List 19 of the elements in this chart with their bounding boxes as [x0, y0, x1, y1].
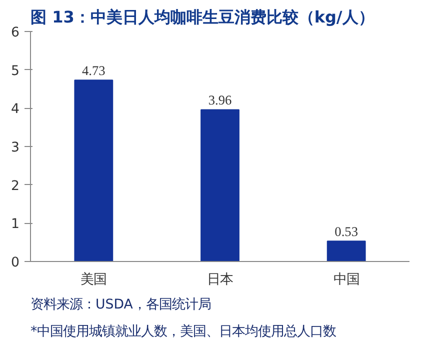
- y-tick-label: 1: [11, 217, 20, 232]
- data-label: 4.73: [82, 63, 106, 78]
- bar: [326, 240, 366, 262]
- y-tick-label: 2: [11, 178, 20, 194]
- y-tick-label: 5: [11, 64, 20, 79]
- x-tick-label: 中国: [333, 272, 360, 288]
- y-tick-label: 4: [11, 102, 20, 118]
- data-label: 3.96: [208, 92, 232, 108]
- data-label: 0.53: [334, 224, 358, 240]
- text: *中国使用城镇就业人数，美国、日本均使用总人口数: [30, 324, 336, 340]
- bar: [74, 80, 114, 262]
- x-tick-label: 日本: [207, 272, 233, 288]
- text: 资料来源：USDA，各国统计局: [30, 298, 211, 312]
- y-tick-label: 3: [11, 140, 20, 156]
- y-tick-label: 0: [11, 256, 20, 270]
- bar: [200, 109, 240, 262]
- x-tick-label: 美国: [80, 272, 107, 288]
- y-tick-label: 6: [11, 26, 20, 40]
- chart-title: 图 13：中美日人均咖啡生豆消费比较（kg/人）: [30, 8, 374, 26]
